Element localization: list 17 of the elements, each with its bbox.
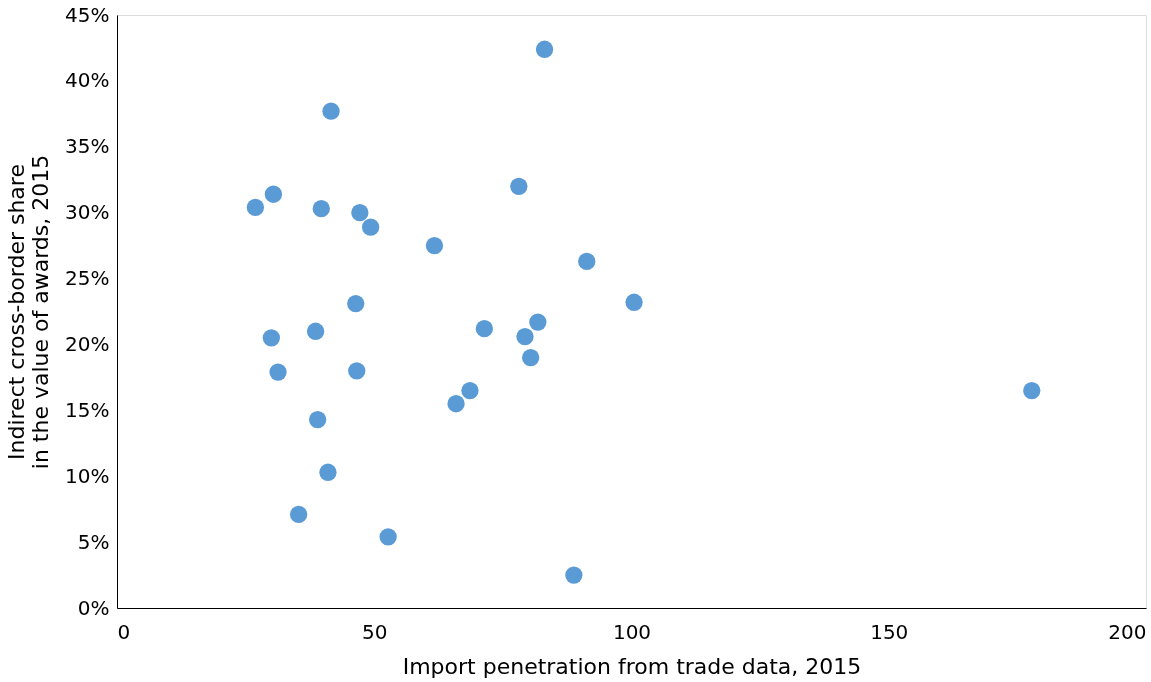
y-tick-label: 45% (65, 2, 110, 27)
x-axis-title: Import penetration from trade data, 2015 (402, 653, 862, 679)
x-tick-label: 100 (612, 619, 652, 644)
x-tick-label: 0 (117, 619, 131, 644)
x-tick-label: 50 (362, 619, 388, 644)
y-tick-label: 40% (65, 68, 110, 93)
y-tick-label: 0% (77, 595, 110, 620)
y-tick-label: 15% (65, 397, 110, 422)
y-tick-label: 30% (65, 200, 110, 225)
y-axis-title: Indirect cross-border share in the value of awards, 2015 (4, 154, 54, 470)
x-tick-label: 150 (870, 619, 909, 644)
y-tick-label: 10% (65, 463, 110, 488)
y-tick-label: 20% (65, 331, 110, 356)
y-tick-label: 5% (77, 529, 110, 554)
y-tick-label: 25% (65, 266, 110, 291)
x-tick-label: 200 (1108, 619, 1147, 644)
y-tick-label: 35% (65, 134, 110, 159)
